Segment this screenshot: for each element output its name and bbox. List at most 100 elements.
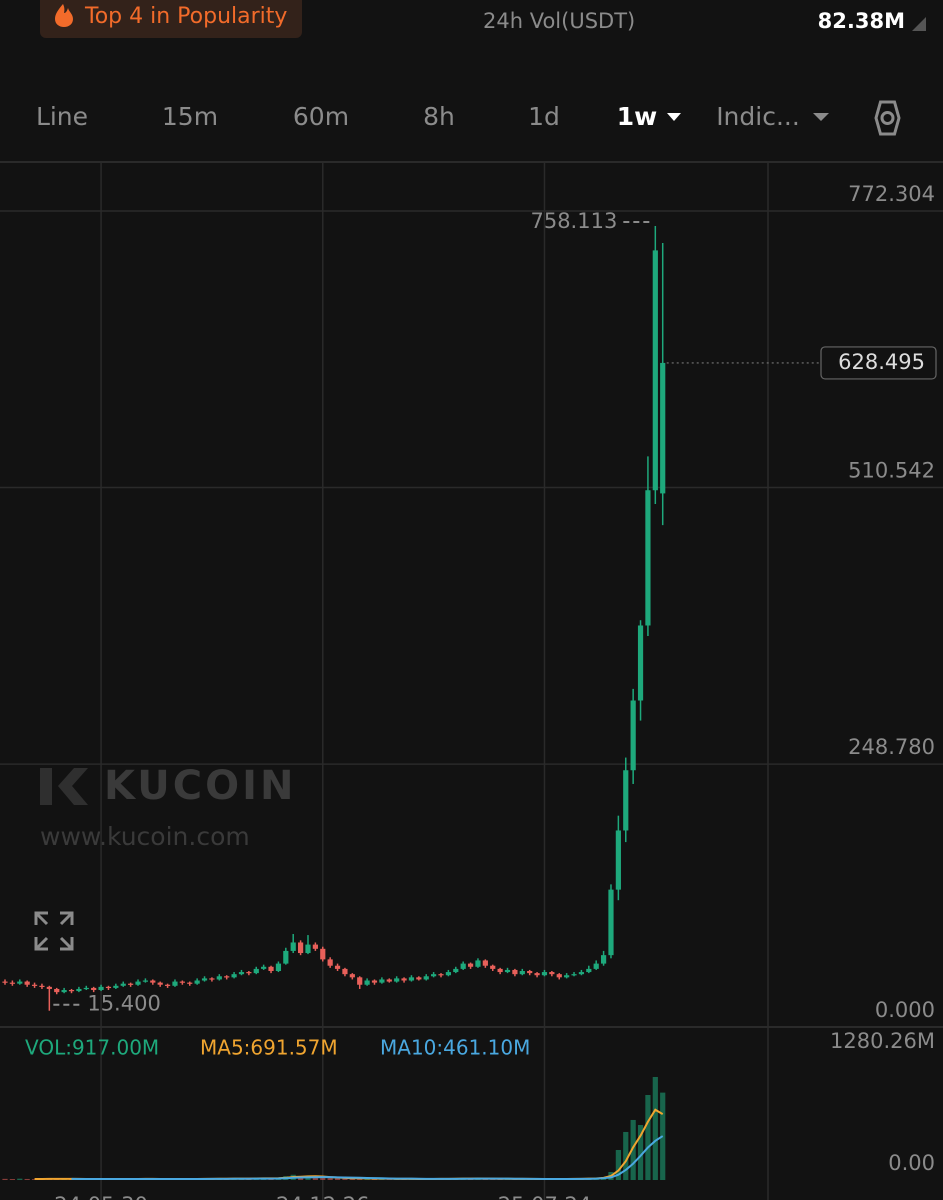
candle-body (423, 976, 429, 980)
candle-body (120, 983, 126, 986)
candle-body (527, 970, 533, 974)
volume-tick-label: 0.00 (888, 1151, 935, 1175)
candle-body (608, 889, 614, 956)
plot: 24.05.30 24.12.26 25.07.24 0.000 248.780 510.… (0, 162, 943, 1200)
fullscreen-button[interactable] (34, 911, 74, 951)
volume-bar (342, 1178, 348, 1180)
candle-body (283, 950, 289, 964)
candle-body (408, 977, 415, 981)
high-label: 758.113 (530, 209, 617, 233)
candle-body (91, 987, 97, 991)
candle-body (630, 700, 636, 771)
tab[interactable]: Line (36, 102, 88, 131)
watermark-logo (40, 768, 88, 805)
popularity-badge[interactable] (40, 0, 302, 38)
candle-body (76, 988, 82, 992)
volume-bar (615, 1149, 621, 1180)
candle-body (431, 974, 437, 977)
candle-body (394, 978, 400, 982)
vol-value: 82.38M (818, 9, 905, 33)
volume-bar (320, 1177, 326, 1180)
tab[interactable]: 15m (162, 102, 218, 131)
candle-body (179, 981, 185, 983)
candle-body (98, 986, 104, 991)
candle-body (334, 965, 341, 969)
candle-body (83, 987, 89, 990)
candle-body (504, 969, 511, 973)
candle-body (342, 968, 348, 975)
tab[interactable]: 60m (293, 102, 349, 131)
candle-body (445, 972, 451, 976)
tab[interactable]: Indic... (716, 102, 800, 131)
volume-bar (327, 1178, 333, 1180)
candle-body (371, 980, 378, 983)
candle-body (453, 968, 459, 973)
last-price-label: 628.495 (838, 350, 925, 374)
candle-body (497, 968, 503, 973)
candle-body (460, 963, 466, 969)
candle-body (194, 980, 200, 984)
candle-body (128, 983, 134, 985)
candle-body (327, 959, 333, 966)
candle-body (615, 830, 621, 890)
candle-body (253, 968, 259, 974)
candle-body (261, 966, 267, 969)
candle-body (637, 625, 644, 701)
volume-bar (334, 1178, 341, 1180)
candle-body (379, 979, 385, 983)
candle-body (17, 981, 23, 984)
watermark-url: www.kucoin.com (40, 822, 250, 851)
candle-body (224, 976, 230, 978)
candle-body (142, 980, 149, 982)
ma-legend: MA5:691.57M (200, 1036, 338, 1060)
low-label: 15.400 (87, 992, 160, 1016)
ma-legend: MA10:461.10M (380, 1036, 530, 1060)
vol-label: 24h Vol(USDT) (483, 9, 635, 33)
candle-body (216, 976, 222, 980)
candle-body (105, 986, 112, 989)
badge-text: Top 4 in Popularity (84, 4, 287, 29)
last-price-box (820, 346, 937, 380)
tab[interactable]: 1d (528, 102, 560, 131)
candle-body (490, 965, 496, 969)
volume-bar (349, 1178, 355, 1180)
tab-active[interactable]: 1w (617, 102, 658, 131)
candle-body (320, 948, 326, 960)
candle-body (246, 972, 252, 974)
dropdown-arrow (667, 113, 681, 121)
candle-body (586, 968, 592, 973)
candle-body (512, 969, 518, 975)
candle-body (290, 942, 296, 951)
candle-body (475, 960, 481, 967)
y-tick-label: 510.542 (848, 459, 935, 483)
volume-bar (652, 1076, 658, 1180)
volume-bar (24, 1178, 30, 1180)
candle-body (39, 985, 45, 987)
candle-body (349, 974, 355, 978)
settings-button[interactable] (874, 100, 901, 136)
candle-body (172, 981, 178, 986)
volume-bar (645, 1094, 651, 1180)
candle-body (467, 963, 474, 967)
x-tick-label: 24.05.30 (54, 1193, 148, 1200)
candle-body (135, 981, 141, 985)
volume-bar (17, 1178, 23, 1180)
candle-body (549, 972, 555, 975)
candle-body (164, 984, 171, 986)
ma-line (34, 1108, 664, 1181)
volume-bar (630, 1119, 636, 1180)
candle-body (564, 975, 570, 978)
volume-bar (637, 1125, 644, 1180)
candle-body (68, 990, 75, 992)
fire-icon (55, 4, 73, 27)
candle-body (652, 250, 658, 491)
candle-body (416, 977, 422, 980)
x-tick-label: 25.07.24 (498, 1193, 592, 1200)
candle-body (482, 960, 488, 966)
candle-body (54, 988, 60, 993)
candle-body (268, 966, 274, 971)
tab[interactable]: 8h (423, 102, 455, 131)
volume-legend: VOL:917.00M (25, 1036, 159, 1060)
y-tick-label: 0.000 (875, 998, 935, 1022)
